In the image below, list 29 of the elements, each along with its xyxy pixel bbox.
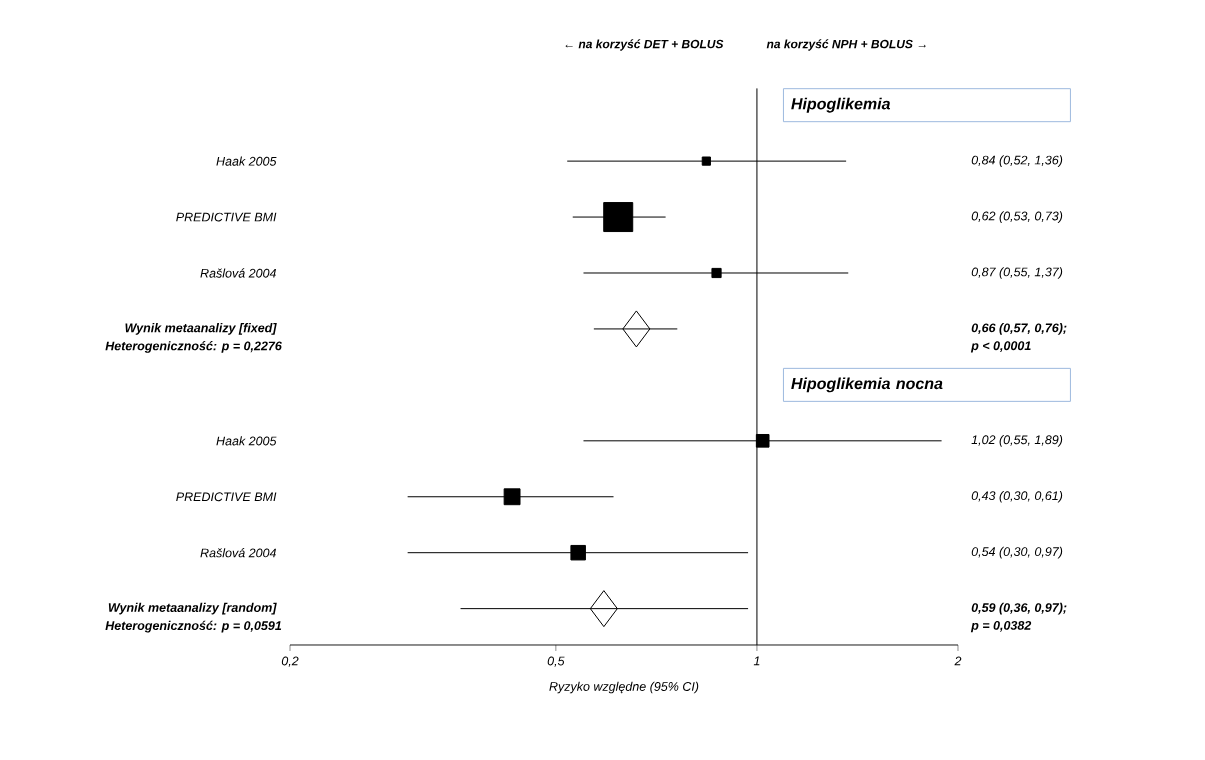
y-tick-label: Rašlová 2004 [200,548,276,558]
x-tick-label: 0,2 [281,656,299,667]
text: 0,66 (0,57, 0,76); [971,323,1067,335]
y-tick-label: PREDICTIVE BMI [176,212,277,222]
text: p = 0,0382 [970,620,1032,633]
data-label: 0,87 (0,55, 1,37) [971,267,1063,279]
y-tick-label: Wynik metaanalizy [random] [108,602,277,615]
data-label: 0,54 (0,30, 0,97) [971,546,1063,559]
data-label: 0,62 (0,53, 0,73) [971,211,1063,223]
text: na korzyść NPH + BOLUS → [766,39,926,51]
y-tick-label: PREDICTIVE BMI [176,492,277,502]
data-label: 1,02 (0,55, 1,89) [971,434,1063,447]
y-tick-label: Rašlová 2004 [200,268,276,278]
x-tick-label: 2 [954,656,962,666]
x-tick-label: 1 [753,656,760,666]
y-tick-label: Haak 2005 [216,436,277,446]
data-label: 0,43 (0,30, 0,61) [971,490,1063,503]
text: p < 0,0001 [970,341,1031,353]
annotation: Hipoglikemia nocna [791,377,943,393]
data-label: 0,84 (0,52, 1,36) [971,155,1063,167]
x-axis-title: Ryzyko względne (95% CI) [549,681,699,694]
y-tick-label: Wynik metaanalizy [fixed] [125,323,277,335]
x-tick-label: 0,5 [547,656,565,667]
text: ← na korzyść DET + BOLUS [565,39,724,51]
annotation: Hipoglikemia [791,97,891,113]
text: Heterogeniczność: p = 0,0591 [105,620,282,633]
text: 0,59 (0,36, 0,97); [971,602,1067,615]
text: Heterogeniczność: p = 0,2276 [105,341,282,353]
y-tick-label: Haak 2005 [216,156,277,166]
